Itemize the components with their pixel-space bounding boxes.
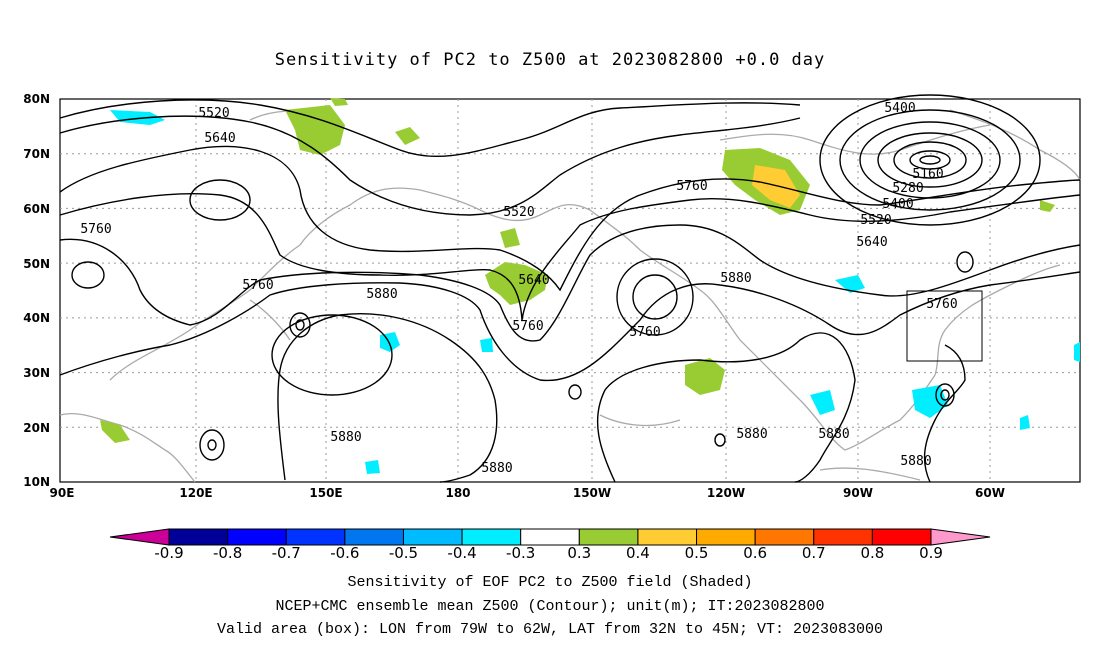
- contour-label: 5880: [720, 271, 751, 286]
- colorbar-tick-label: 0.6: [743, 544, 767, 562]
- colorbar-cell: [285, 528, 346, 546]
- contour-label: 5760: [80, 222, 111, 237]
- colorbar-low-end: [109, 528, 170, 546]
- colorbar-labels: -0.9 -0.8 -0.7 -0.6 -0.5 -0.4 -0.3 0.3 0.4 0.5 0.6…: [154, 544, 943, 562]
- lat-label: 80N: [23, 92, 50, 106]
- contour-labels: 5400 5520 5640 5760 5520 5160 5280 5400 …: [80, 101, 957, 476]
- colorbar-tick-label: 0.5: [685, 544, 709, 562]
- lat-label: 30N: [23, 366, 50, 380]
- contour-label: 5760: [512, 319, 543, 334]
- contour-label: 5520: [503, 205, 534, 220]
- colorbar-tick-label: -0.9: [154, 544, 183, 562]
- colorbar-tick-label: -0.7: [272, 544, 301, 562]
- lat-label: 50N: [23, 257, 50, 271]
- colorbar-cell: [520, 528, 580, 546]
- colorbar-tick-label: -0.5: [389, 544, 418, 562]
- lon-label: 120E: [179, 486, 212, 500]
- contour-label: 5640: [518, 273, 549, 288]
- contour-label: 5760: [676, 179, 707, 194]
- contour-label: 5880: [818, 427, 849, 442]
- lat-label: 70N: [23, 147, 50, 161]
- colorbar-cell: [813, 528, 873, 546]
- colorbar-tick-label: 0.9: [919, 544, 943, 562]
- colorbar-cell: [402, 528, 463, 546]
- colorbar-tick-label: 0.7: [802, 544, 826, 562]
- contour-label: 5400: [882, 197, 913, 212]
- valid-area-box: [906, 290, 983, 362]
- colorbar-cell: [168, 528, 229, 546]
- colorbar-cell: [696, 528, 756, 546]
- sensitivity-shading: [100, 98, 1080, 474]
- colorbar-tick-label: -0.6: [330, 544, 359, 562]
- lat-label: 10N: [23, 475, 50, 489]
- lat-axis-labels: 80N 70N 60N 50N 40N 30N 20N 10N: [23, 92, 50, 489]
- lon-label: 60W: [975, 486, 1005, 500]
- colorbar-tick-label: -0.8: [213, 544, 242, 562]
- contour-label: 5880: [900, 454, 931, 469]
- footer-line-2: NCEP+CMC ensemble mean Z500 (Contour); u…: [275, 598, 825, 615]
- contour-label: 5520: [198, 106, 229, 121]
- colorbar-tick-label: 0.4: [626, 544, 650, 562]
- lat-label: 20N: [23, 421, 50, 435]
- colorbar-cells: [168, 528, 932, 546]
- colorbar: -0.9 -0.8 -0.7 -0.6 -0.5 -0.4 -0.3 0.3 0.4 0.5 0.6…: [109, 528, 991, 562]
- colorbar-cell: [871, 528, 932, 546]
- contour-label: 5880: [481, 461, 512, 476]
- colorbar-tick-label: 0.3: [567, 544, 591, 562]
- colorbar-high-end: [930, 528, 991, 546]
- contour-label: 5640: [856, 235, 887, 250]
- z500-contours: [59, 94, 1081, 483]
- contour-label: 5400: [884, 101, 915, 116]
- lon-label: 180: [445, 486, 470, 500]
- lon-label: 90W: [843, 486, 873, 500]
- colorbar-tick-label: -0.4: [447, 544, 476, 562]
- colorbar-tick-label: -0.3: [506, 544, 535, 562]
- contour-label: 5160: [912, 167, 943, 182]
- lon-label: 150E: [309, 486, 342, 500]
- lon-axis-labels: 90E 120E 150E 180 150W 120W 90W 60W: [50, 486, 1005, 500]
- colorbar-tick-label: 0.8: [860, 544, 884, 562]
- contour-label: 5760: [926, 297, 957, 312]
- coastlines: [59, 109, 1081, 483]
- contour-label: 5640: [204, 131, 235, 146]
- contour-label: 5280: [892, 181, 923, 196]
- lon-label: 150W: [573, 486, 611, 500]
- contour-label: 5520: [860, 213, 891, 228]
- contour-label: 5880: [736, 427, 767, 442]
- contour-label: 5760: [242, 278, 273, 293]
- grid-lines: [60, 99, 1080, 482]
- contour-label: 5760: [629, 325, 660, 340]
- colorbar-cell: [637, 528, 698, 546]
- contour-label: 5880: [330, 430, 361, 445]
- colorbar-cell: [461, 528, 522, 546]
- colorbar-cell: [754, 528, 815, 546]
- chart-title: Sensitivity of PC2 to Z500 at 2023082800…: [274, 50, 826, 70]
- contour-label: 5880: [366, 287, 397, 302]
- footer-line-1: Sensitivity of EOF PC2 to Z500 field (Sh…: [347, 574, 753, 591]
- colorbar-cell: [227, 528, 287, 546]
- lon-label: 120W: [707, 486, 745, 500]
- lat-label: 60N: [23, 202, 50, 216]
- lat-label: 40N: [23, 311, 50, 325]
- colorbar-cell: [578, 528, 639, 546]
- colorbar-cell: [344, 528, 404, 546]
- footer-line-3: Valid area (box): LON from 79W to 62W, L…: [216, 621, 884, 638]
- lon-label: 90E: [50, 486, 75, 500]
